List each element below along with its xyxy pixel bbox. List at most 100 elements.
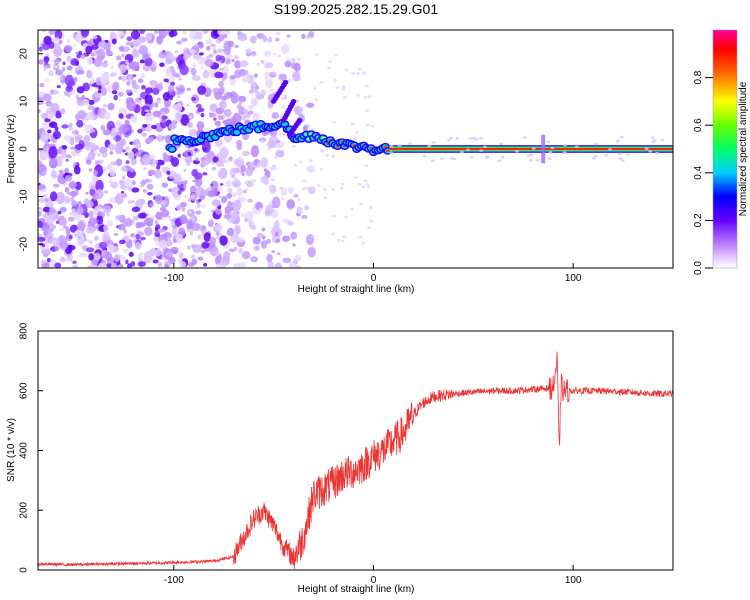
noise-blob (144, 109, 149, 113)
noise-blob (277, 144, 281, 148)
noise-blob (262, 35, 268, 43)
noise-blob (80, 30, 90, 38)
noise-blob (86, 239, 91, 243)
noise-blob (113, 94, 118, 101)
noise-blob (50, 191, 58, 202)
noise-blob (114, 193, 124, 205)
noise-blob (155, 159, 165, 166)
noise-blob (195, 186, 205, 198)
noise-blob (366, 123, 370, 127)
noise-blob (63, 45, 73, 53)
noise-blob (53, 183, 60, 188)
colorbar-tick-label: 0.6 (693, 118, 704, 132)
noise-blob (264, 76, 269, 80)
noise-blob (118, 76, 123, 80)
noise-blob (241, 251, 251, 260)
noise-blob (77, 219, 87, 231)
glitch-mark (541, 134, 546, 164)
noise-blob (183, 169, 187, 172)
noise-blob (154, 233, 161, 238)
noise-blob (161, 200, 167, 206)
noise-blob (110, 65, 114, 70)
noise-blob (248, 104, 254, 110)
noise-blob (355, 72, 360, 75)
noise-blob (299, 160, 303, 164)
noise-blob (86, 111, 93, 120)
noise-blob (48, 238, 54, 244)
noise-blob (137, 78, 144, 84)
noise-blob (264, 50, 272, 57)
noise-blob (74, 130, 79, 135)
band-halo (620, 159, 625, 162)
noise-blob (297, 57, 301, 61)
noise-blob (131, 187, 140, 193)
noise-blob (144, 87, 154, 94)
noise-blob (52, 237, 60, 247)
noise-blob (89, 78, 96, 85)
noise-blob (282, 218, 290, 223)
noise-blob (344, 68, 349, 72)
noise-blob (50, 102, 60, 113)
noise-blob (260, 59, 265, 64)
band-halo (484, 156, 489, 159)
noise-blob (124, 217, 133, 227)
noise-blob (116, 55, 122, 61)
noise-blob (76, 201, 83, 206)
noise-blob (358, 182, 362, 186)
noise-blob (85, 159, 92, 165)
noise-blob (367, 226, 371, 229)
snr-xtick-label: 0 (371, 575, 377, 586)
noise-blob (270, 178, 275, 181)
noise-blob (132, 74, 137, 77)
noise-blob (72, 133, 76, 136)
noise-blob (179, 261, 186, 268)
noise-blob (124, 119, 130, 126)
band-halo (650, 136, 655, 139)
noise-blob (234, 224, 241, 234)
noise-blob (144, 217, 154, 226)
band-halo (449, 157, 454, 160)
noise-blob (101, 152, 109, 158)
noise-blob (236, 144, 242, 151)
band-halo (469, 155, 474, 159)
noise-blob (282, 257, 292, 264)
spectrogram-ytick-label: 0 (19, 146, 30, 152)
noise-blob (256, 232, 263, 238)
noise-blob (54, 262, 62, 268)
noise-blob (97, 153, 101, 157)
noise-blob (308, 31, 315, 37)
noise-blob (229, 76, 236, 86)
noise-blob (118, 45, 125, 52)
noise-blob (174, 50, 179, 53)
noise-blob (63, 225, 69, 229)
noise-blob (291, 57, 296, 63)
ridge-blob (233, 130, 240, 135)
noise-blob (264, 71, 270, 77)
noise-blob (176, 204, 182, 211)
noise-blob (237, 104, 242, 110)
noise-blob (356, 93, 360, 97)
noise-blob (191, 244, 195, 248)
noise-blob (238, 248, 243, 254)
noise-blob (103, 224, 109, 232)
noise-blob (135, 233, 141, 240)
noise-blob (69, 212, 74, 215)
noise-blob (53, 58, 60, 65)
noise-blob (195, 31, 203, 40)
noise-blob (275, 149, 285, 158)
noise-blob (201, 157, 207, 161)
noise-blob (195, 210, 202, 215)
noise-blob (154, 220, 159, 225)
noise-blob (121, 75, 128, 82)
noise-blob (239, 60, 249, 67)
noise-blob (281, 105, 286, 109)
noise-blob (255, 92, 260, 95)
noise-blob (266, 253, 273, 263)
noise-blob (117, 91, 124, 97)
noise-blob (198, 52, 204, 56)
noise-blob (88, 210, 94, 218)
noise-blob (42, 214, 47, 219)
noise-blob (186, 87, 191, 91)
noise-blob (123, 229, 127, 234)
